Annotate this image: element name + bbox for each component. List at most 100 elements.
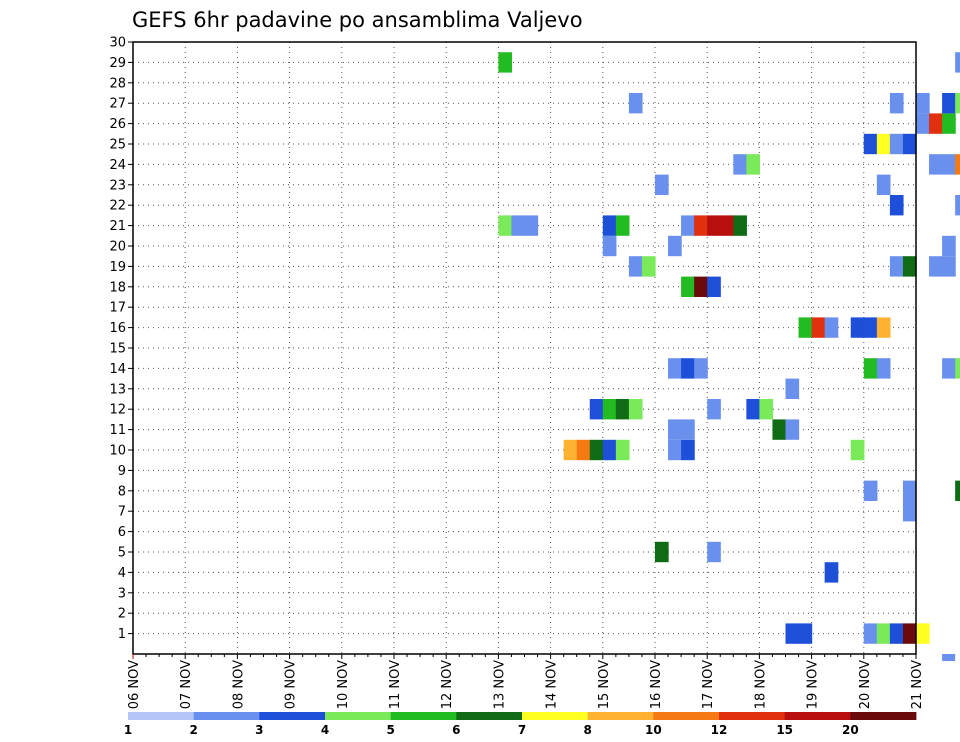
cell-member-24-step-61	[929, 154, 943, 175]
colorbar-label: 12	[711, 723, 728, 737]
y-tick-label: 23	[109, 178, 126, 193]
cell-member-8-step-63	[955, 480, 960, 501]
cell-member-24-step-47	[746, 154, 760, 175]
cell-member-27-step-63	[955, 93, 960, 114]
cell-member-21-step-45	[720, 215, 734, 236]
cell-member-18-step-44	[707, 276, 721, 297]
y-tick-label: 1	[118, 627, 126, 642]
cell-member-21-step-37	[615, 215, 630, 236]
cell-member-11-step-41	[668, 419, 682, 440]
cell-member-29-step-28	[498, 52, 513, 73]
colorbar-label: 6	[452, 723, 460, 737]
x-tick-label: 07 NOV	[179, 660, 194, 709]
y-tick-label: 24	[109, 158, 126, 173]
y-tick-label: 30	[109, 36, 126, 51]
colorbar-label: 8	[583, 723, 591, 737]
y-tick-label: 27	[109, 97, 126, 112]
x-tick-label: 17 NOV	[701, 660, 716, 709]
cell-member-21-step-30	[524, 215, 539, 236]
cell-member-21-step-29	[511, 215, 526, 236]
cell-member-12-step-44	[707, 399, 721, 420]
colorbar-segment-4	[390, 712, 457, 720]
y-axis: 1234567891011121314151617181920212223242…	[109, 36, 133, 642]
cell-member-21-step-36	[602, 215, 617, 236]
cell-member-18-step-42	[681, 276, 695, 297]
cell-member-26-step-62	[942, 113, 956, 134]
cell-member-14-step-41	[668, 358, 682, 379]
y-tick-label: 4	[118, 566, 126, 581]
cell-member-10-step-33	[563, 439, 578, 461]
ensemble-cells	[498, 52, 960, 661]
grid-lines	[132, 41, 917, 654]
cell-member-26-step-61	[929, 113, 943, 134]
colorbar-segment-2	[259, 712, 326, 720]
cell-member-10-step-42	[681, 439, 695, 461]
x-tick-label: 09 NOV	[284, 660, 299, 709]
cell-member-27-step-38	[628, 93, 643, 114]
cell-member-23-step-57	[876, 174, 891, 195]
cell-member-21-step-46	[733, 215, 747, 236]
colorbar-segment-7	[587, 712, 654, 720]
colorbar-label: 5	[386, 723, 394, 737]
cell-member-10-step-34	[576, 439, 591, 461]
cell-member-23-step-40	[655, 174, 669, 195]
y-tick-label: 26	[109, 117, 126, 132]
colorbar-segment-11	[850, 712, 917, 720]
cell-member-22-step-63	[955, 195, 960, 216]
cell-member-19-step-62	[942, 256, 956, 277]
colorbar-label: 2	[189, 723, 197, 737]
y-tick-label: 7	[118, 505, 126, 520]
y-tick-label: 6	[118, 525, 126, 540]
y-tick-label: 29	[109, 56, 126, 71]
y-tick-label: 19	[109, 260, 126, 275]
cell-member-5-step-40	[655, 541, 669, 563]
y-tick-label: 16	[109, 321, 126, 336]
cell-member-1-step-50	[785, 623, 800, 644]
cell-member-12-step-48	[759, 399, 774, 420]
cell-member-11-step-50	[785, 419, 800, 440]
cell-member-20-step-36	[602, 235, 617, 257]
y-tick-label: 5	[118, 546, 126, 561]
cell-member-19-step-59	[902, 256, 917, 277]
cell-member-18-step-43	[694, 276, 708, 297]
y-tick-label: 22	[109, 199, 126, 214]
y-tick-label: 3	[118, 586, 126, 601]
cell-member-12-step-47	[746, 399, 760, 420]
cell-member-11-step-42	[681, 419, 695, 440]
cell-member-1-step-56	[863, 623, 878, 644]
y-tick-label: 18	[109, 280, 126, 295]
cell-member-12-step-36	[602, 399, 617, 420]
colorbar-label: 3	[255, 723, 263, 737]
cell-member-10-step-35	[589, 439, 604, 461]
cell-member-19-step-39	[641, 256, 656, 277]
colorbar-label: 15	[776, 723, 793, 737]
x-tick-label: 20 NOV	[858, 660, 873, 709]
y-tick-label: 17	[109, 301, 126, 316]
y-tick-label: 8	[118, 484, 126, 499]
x-tick-label: 13 NOV	[492, 660, 507, 709]
colorbar-label: 20	[842, 723, 859, 737]
cell-member-26-step-60	[916, 113, 930, 134]
cell-member-14-step-56	[863, 358, 878, 379]
cell-member-14-step-57	[876, 358, 891, 379]
cell-member-16-step-52	[811, 317, 826, 338]
cell-member-27-step-62	[942, 93, 956, 114]
cell-member-25-step-59	[902, 133, 917, 155]
cell-member-1-step-60	[916, 623, 930, 644]
y-tick-label: 20	[109, 240, 126, 255]
y-tick-label: 10	[109, 444, 126, 459]
colorbar-label: 7	[518, 723, 526, 737]
cell-member-27-step-58	[889, 93, 904, 114]
x-tick-label: 10 NOV	[336, 660, 351, 709]
colorbar-label: 10	[645, 723, 662, 737]
colorbar-segment-0	[128, 712, 195, 720]
x-axis: 06 NOV 07 NOV 08 NOV 09 NOV 10 NOV 11 NOV 12 N…	[127, 654, 925, 709]
x-tick-label: 06 NOV	[127, 660, 142, 709]
cell-member-14-step-62	[942, 358, 956, 379]
cell-member-11-step-49	[772, 419, 787, 440]
cell-member-16-step-57	[876, 317, 891, 338]
cell-member-29-step-63	[955, 52, 960, 73]
cell-member-1-step-57	[876, 623, 891, 644]
cell-member-25-step-57	[876, 133, 891, 155]
